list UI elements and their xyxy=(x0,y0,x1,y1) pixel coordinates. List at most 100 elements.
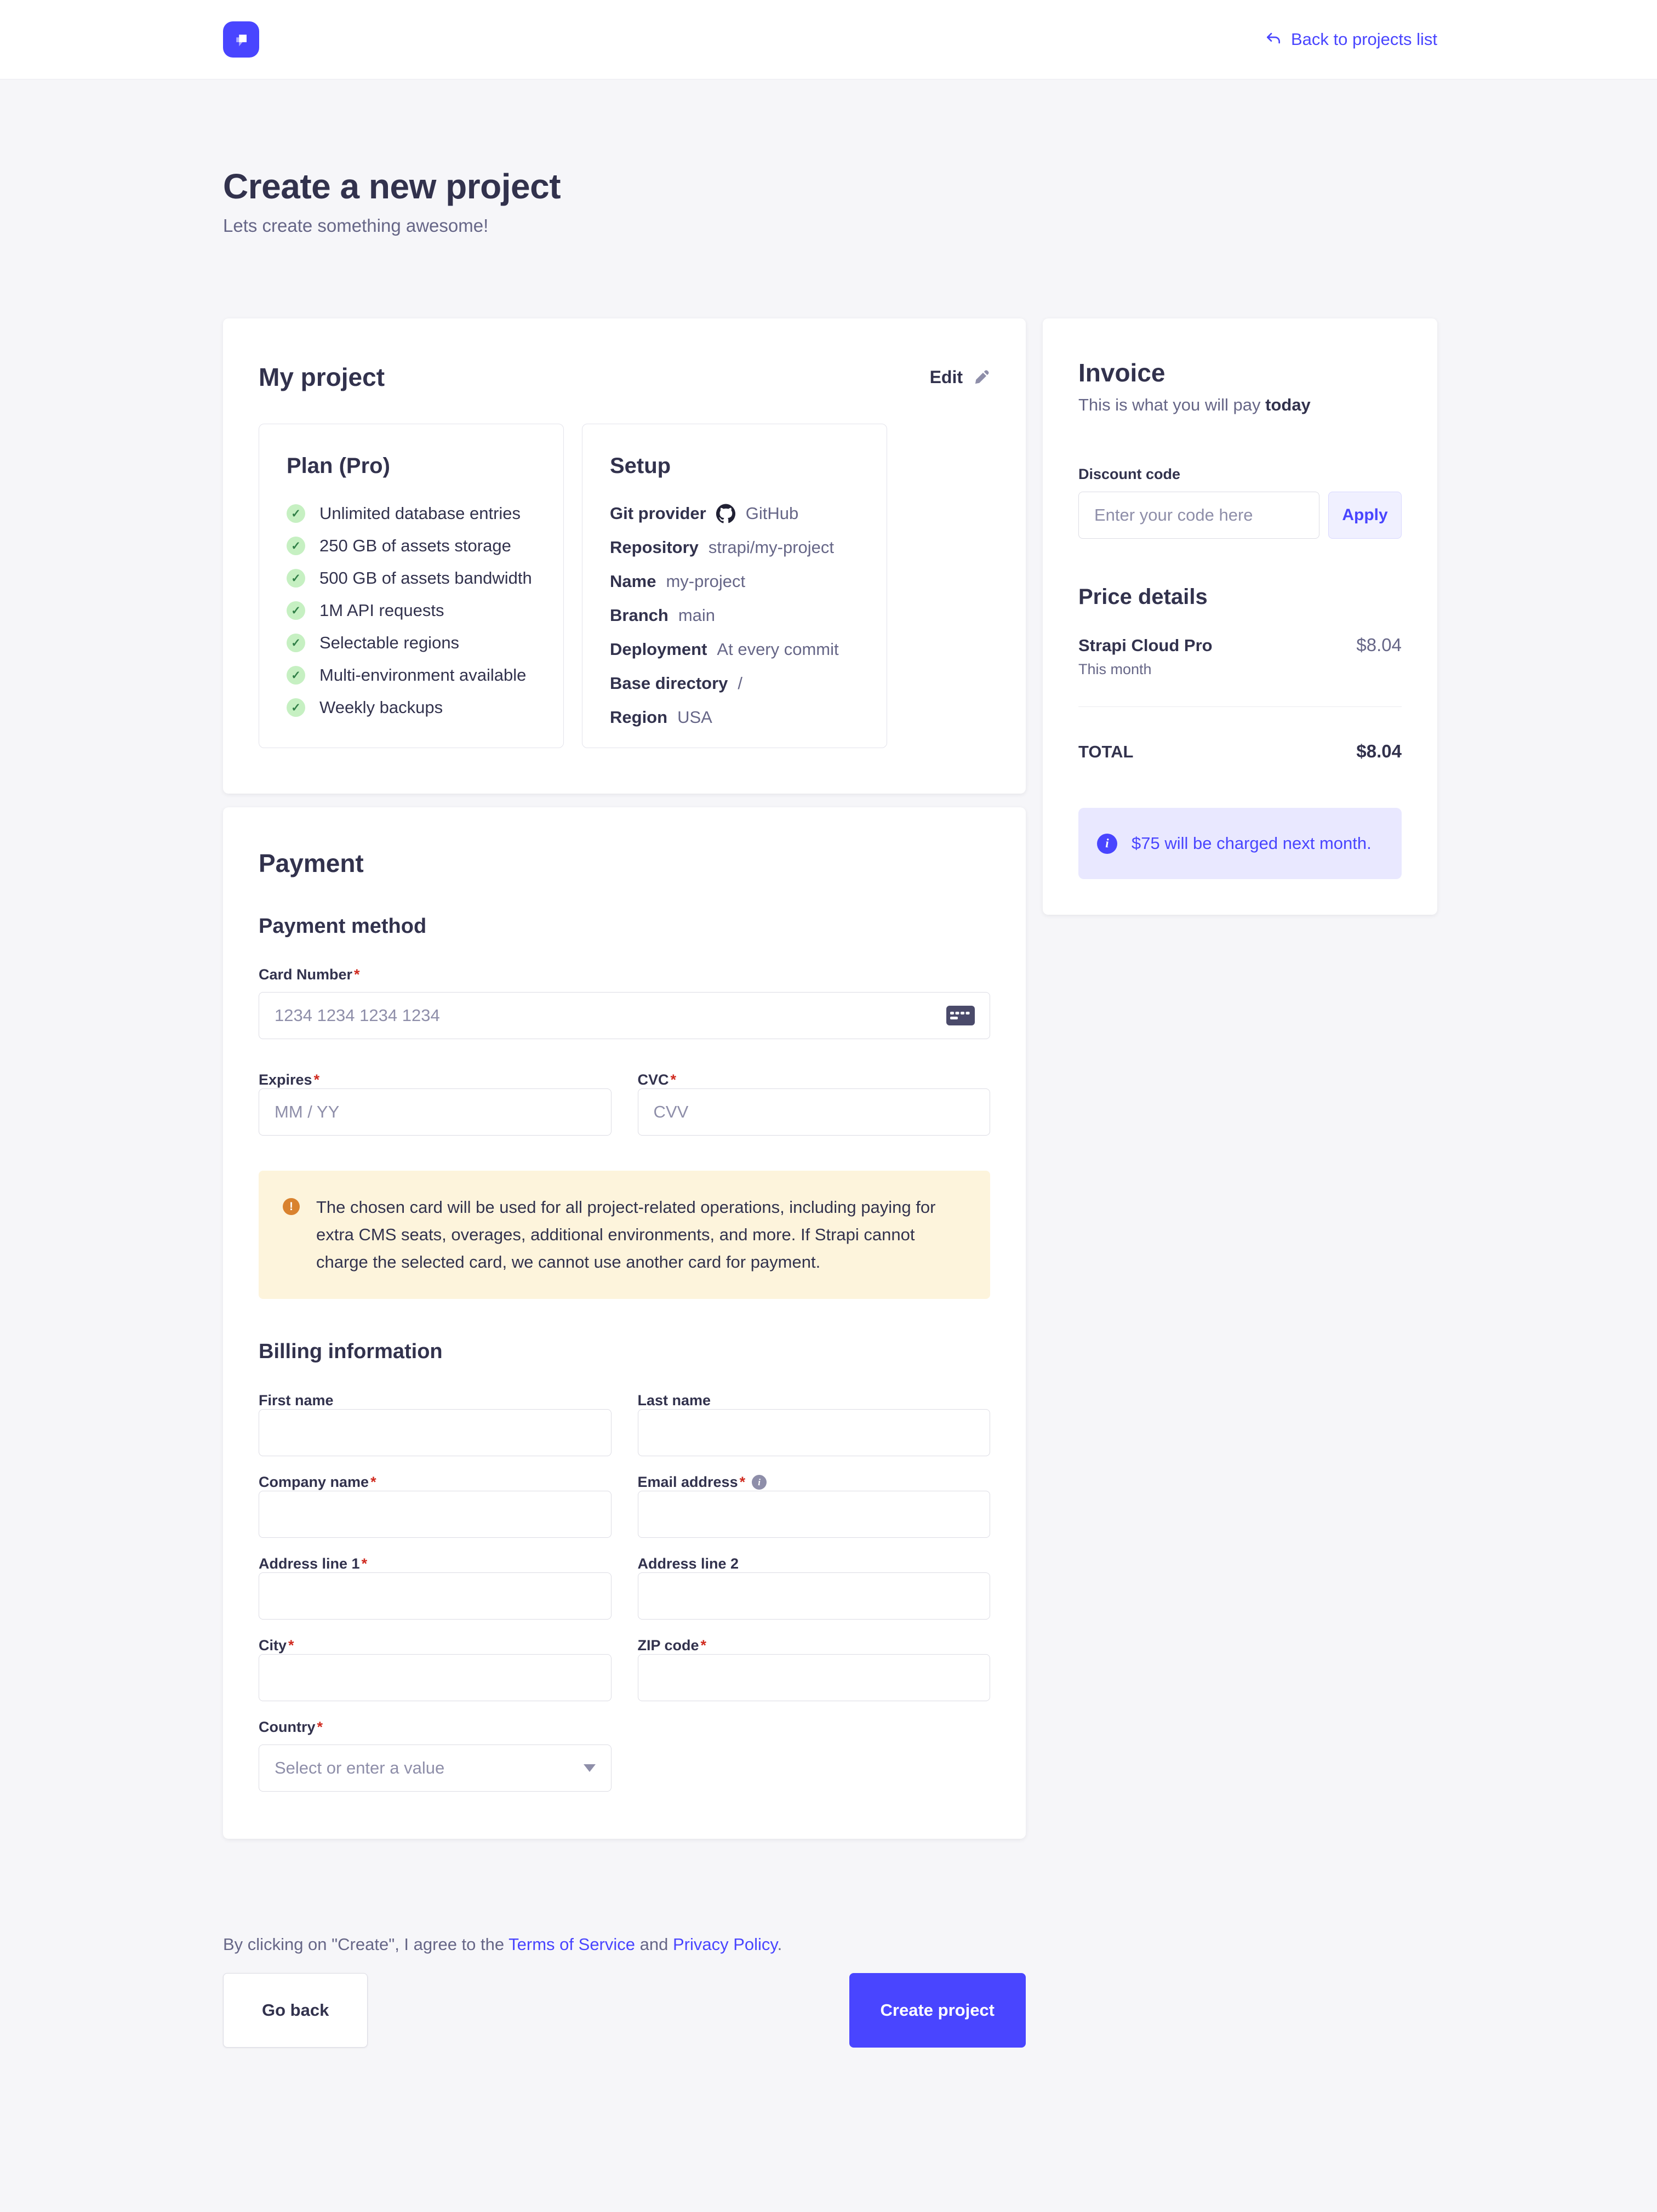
last-name-input[interactable] xyxy=(637,1409,990,1456)
country-select[interactable]: Select or enter a value xyxy=(259,1744,612,1792)
company-name-label: Company name * xyxy=(259,1474,376,1490)
check-icon: ✓ xyxy=(287,634,305,652)
card-usage-warning: ! The chosen card will be used for all p… xyxy=(259,1171,990,1299)
country-select-placeholder: Select or enter a value xyxy=(275,1758,445,1777)
setup-row-name: Name my-project xyxy=(610,572,859,591)
setup-row-deployment: Deployment At every commit xyxy=(610,640,859,659)
plan-feature-label: Unlimited database entries xyxy=(319,504,521,523)
required-marker: * xyxy=(739,1474,746,1490)
expires-label: Expires * xyxy=(259,1071,320,1088)
next-month-charge-note: i $75 will be charged next month. xyxy=(1078,808,1402,879)
required-marker: * xyxy=(670,1071,677,1088)
price-item-period: This month xyxy=(1078,661,1152,677)
next-month-charge-text: $75 will be charged next month. xyxy=(1132,834,1372,853)
check-icon: ✓ xyxy=(287,601,305,620)
page-title: Create a new project xyxy=(223,167,561,206)
company-name-field: Company name * xyxy=(259,1474,612,1538)
email-address-input[interactable] xyxy=(637,1491,990,1538)
city-field: City * xyxy=(259,1637,612,1701)
edit-label: Edit xyxy=(929,367,963,387)
edit-project-button[interactable]: Edit xyxy=(930,367,990,387)
cvc-field: CVC * xyxy=(637,1071,990,1136)
my-project-title: My project xyxy=(259,363,385,391)
apply-discount-button[interactable]: Apply xyxy=(1328,492,1402,539)
cvc-input[interactable] xyxy=(637,1088,990,1136)
chevron-down-icon xyxy=(583,1764,596,1772)
discount-code-block: Discount code Apply xyxy=(1078,466,1402,539)
create-project-button[interactable]: Create project xyxy=(849,1973,1026,2048)
check-icon: ✓ xyxy=(287,537,305,555)
expires-input[interactable] xyxy=(259,1088,612,1136)
first-name-input[interactable] xyxy=(259,1409,612,1456)
setup-value: strapi/my-project xyxy=(708,538,835,557)
city-label: City * xyxy=(259,1637,294,1654)
terms-of-service-link[interactable]: Terms of Service xyxy=(508,1935,636,1954)
address-line-2-input[interactable] xyxy=(637,1572,990,1620)
total-label: TOTAL xyxy=(1078,742,1134,761)
plan-feature-list: ✓ Unlimited database entries ✓ 250 GB of… xyxy=(287,504,536,717)
email-info-icon[interactable]: i xyxy=(752,1475,767,1490)
footer-actions: Go back Create project xyxy=(223,1973,1026,2048)
card-number-field: Card Number * xyxy=(259,966,990,1039)
last-name-field: Last name xyxy=(637,1392,990,1456)
page-head: Create a new project Lets create somethi… xyxy=(223,166,1437,236)
plan-title: Plan (Pro) xyxy=(287,454,390,478)
plan-feature-label: Selectable regions xyxy=(319,633,460,652)
setup-row-git-provider: Git provider GitHub xyxy=(610,504,859,523)
card-number-label: Card Number * xyxy=(259,966,360,983)
setup-label: Name xyxy=(610,572,656,591)
setup-value: GitHub xyxy=(745,504,799,523)
required-marker: * xyxy=(700,1637,707,1654)
price-details-title: Price details xyxy=(1078,585,1208,609)
top-header: Back to projects list xyxy=(0,0,1657,79)
zip-code-input[interactable] xyxy=(637,1654,990,1701)
plan-feature-label: 500 GB of assets bandwidth xyxy=(319,568,532,588)
address-line-1-input[interactable] xyxy=(259,1572,612,1620)
expires-field: Expires * xyxy=(259,1071,612,1136)
price-line-item: Strapi Cloud Pro $8.04 xyxy=(1078,635,1402,655)
required-marker: * xyxy=(361,1555,368,1572)
payment-title: Payment xyxy=(259,849,364,877)
setup-label: Git provider xyxy=(610,504,706,523)
setup-row-branch: Branch main xyxy=(610,606,859,625)
payment-card: Payment Payment method Card Number * xyxy=(223,807,1026,1839)
discount-code-label: Discount code xyxy=(1078,466,1181,482)
price-item-amount: $8.04 xyxy=(1356,635,1402,655)
strapi-logo[interactable] xyxy=(223,21,259,58)
invoice-title: Invoice xyxy=(1078,358,1165,387)
privacy-policy-link[interactable]: Privacy Policy xyxy=(672,1935,778,1954)
plan-feature-label: Multi-environment available xyxy=(319,665,527,685)
plan-feature: ✓ 500 GB of assets bandwidth xyxy=(287,568,536,588)
last-name-label: Last name xyxy=(637,1392,711,1409)
back-link-label: Back to projects list xyxy=(1290,30,1437,49)
plan-feature-label: 250 GB of assets storage xyxy=(319,536,511,555)
total-amount: $8.04 xyxy=(1356,741,1402,761)
setup-row-region: Region USA xyxy=(610,708,859,727)
setup-label: Deployment xyxy=(610,640,707,659)
plan-feature-label: Weekly backups xyxy=(319,698,443,717)
info-icon: i xyxy=(1097,833,1117,854)
plan-feature: ✓ Weekly backups xyxy=(287,698,536,717)
setup-label: Region xyxy=(610,708,668,727)
check-icon: ✓ xyxy=(287,569,305,588)
address-line-2-field: Address line 2 xyxy=(637,1555,990,1620)
warning-text: The chosen card will be used for all pro… xyxy=(316,1198,936,1272)
back-to-projects-link[interactable]: Back to projects list xyxy=(1265,30,1437,49)
plan-feature: ✓ 250 GB of assets storage xyxy=(287,536,536,556)
setup-value: At every commit xyxy=(717,640,839,659)
company-name-input[interactable] xyxy=(259,1491,612,1538)
discount-code-input[interactable] xyxy=(1078,492,1319,539)
price-item-name: Strapi Cloud Pro xyxy=(1078,636,1213,655)
plan-box: Plan (Pro) ✓ Unlimited database entries … xyxy=(259,424,564,748)
city-input[interactable] xyxy=(259,1654,612,1701)
card-number-input[interactable] xyxy=(259,992,990,1039)
setup-row-base-directory: Base directory / xyxy=(610,674,859,693)
cvc-label: CVC * xyxy=(637,1071,677,1088)
billing-information-title: Billing information xyxy=(259,1340,443,1363)
go-back-button[interactable]: Go back xyxy=(223,1973,368,2048)
plan-feature: ✓ Multi-environment available xyxy=(287,665,536,685)
address-line-1-label: Address line 1 * xyxy=(259,1555,368,1572)
total-row: TOTAL $8.04 xyxy=(1078,741,1402,762)
required-marker: * xyxy=(370,1474,376,1490)
invoice-divider xyxy=(1078,706,1402,707)
